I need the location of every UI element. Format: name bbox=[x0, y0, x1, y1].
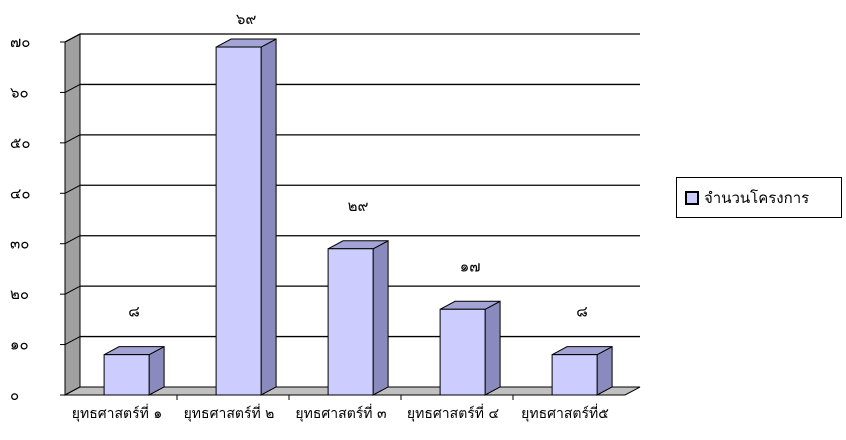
chart-wall bbox=[64, 33, 641, 396]
gridline-side bbox=[64, 285, 81, 295]
y-tick-label: ๖๐ bbox=[10, 83, 29, 101]
category-label: ยุทธศาสตร์ที่ ๒ bbox=[184, 404, 275, 422]
y-tick-label: ๗๐ bbox=[10, 33, 30, 51]
category-label: ยุทธศาสตร์ที่ ๓ bbox=[295, 404, 386, 422]
y-tick-label: ๑๐ bbox=[10, 336, 29, 354]
y-tick-label: ๓๐ bbox=[10, 235, 29, 253]
gridlines bbox=[64, 33, 640, 346]
gridline-side bbox=[64, 134, 81, 144]
bar bbox=[215, 38, 277, 396]
bar-side bbox=[260, 38, 277, 396]
y-tick-label: ๒๐ bbox=[10, 285, 29, 303]
category-label: ยุทธศาสตร์ที่ ๑ bbox=[72, 404, 162, 422]
data-label: ๘ bbox=[576, 303, 588, 321]
y-tick-label: ๕๐ bbox=[10, 134, 31, 152]
data-label: ๒๙ bbox=[348, 197, 369, 215]
data-label: ๑๗ bbox=[460, 257, 481, 275]
bar-side bbox=[372, 239, 389, 396]
bar-front bbox=[551, 354, 598, 396]
bar-front bbox=[439, 308, 486, 396]
bar-front bbox=[327, 248, 374, 396]
bar bbox=[103, 345, 165, 396]
legend: จำนวนโครงการ bbox=[676, 177, 842, 218]
bar bbox=[327, 239, 389, 396]
bar bbox=[439, 300, 501, 396]
gridline-side bbox=[64, 184, 81, 194]
legend-swatch bbox=[685, 190, 699, 205]
data-label: ๖๙ bbox=[236, 10, 257, 28]
gridline-side bbox=[64, 336, 81, 346]
y-axis-ticks: ๐ ๑๐ ๒๐ ๓๐ ๔๐ ๕๐ ๖๐ ๗๐ bbox=[10, 33, 66, 404]
legend-label: จำนวนโครงการ bbox=[704, 188, 810, 207]
bars bbox=[103, 38, 613, 396]
bar-front bbox=[103, 354, 150, 396]
bar bbox=[551, 345, 613, 396]
y-tick-label: ๔๐ bbox=[10, 184, 31, 202]
category-labels: ยุทธศาสตร์ที่ ๑ ยุทธศาสตร์ที่ ๒ ยุทธศาสตร์… bbox=[72, 395, 609, 422]
data-label: ๘ bbox=[128, 303, 140, 321]
bar-side bbox=[484, 300, 501, 396]
gridline-side bbox=[64, 83, 81, 93]
bar-front bbox=[215, 46, 262, 396]
category-label: ยุทธศาสตร์ที่ ๔ bbox=[407, 404, 499, 422]
category-label: ยุทธศาสตร์ที่๕ bbox=[521, 404, 609, 422]
gridline-side bbox=[64, 235, 81, 245]
gridline-side bbox=[64, 33, 81, 43]
y-tick-label: ๐ bbox=[10, 386, 19, 404]
